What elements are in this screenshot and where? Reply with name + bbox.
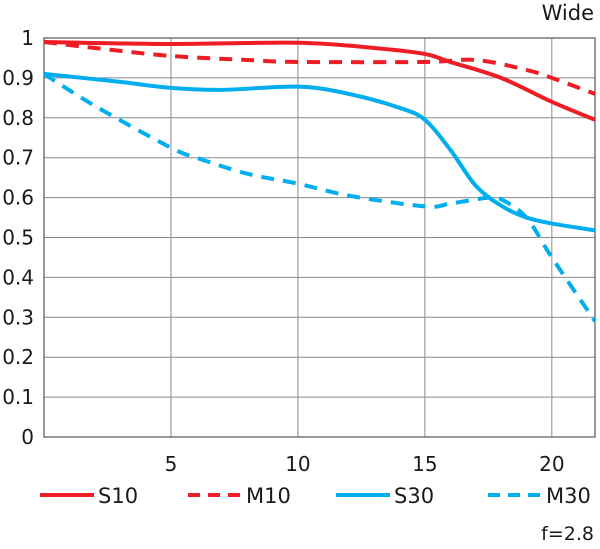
x-tick-label: 5 <box>165 452 178 476</box>
series-line-m10 <box>43 40 596 96</box>
y-tick-label: 1 <box>21 26 34 50</box>
y-tick-label: 0.3 <box>2 305 34 329</box>
y-tick-label: 0.9 <box>2 66 34 90</box>
x-tick-label: 15 <box>412 452 437 476</box>
y-tick-label: 0.8 <box>2 106 34 130</box>
legend-label-s10: S10 <box>98 484 138 508</box>
y-tick-label: 0.1 <box>2 385 34 409</box>
legend-label-m30: M30 <box>546 484 591 508</box>
x-tick-label: 20 <box>539 452 564 476</box>
y-tick-label: 0.6 <box>2 186 34 210</box>
y-tick-label: 0 <box>21 425 34 449</box>
legend-label-s30: S30 <box>394 484 434 508</box>
x-tick-label: 10 <box>285 452 310 476</box>
y-tick-label: 0.2 <box>2 345 34 369</box>
legend-label-m10: M10 <box>246 484 291 508</box>
series-line-s10 <box>43 39 596 122</box>
y-tick-label: 0.4 <box>2 265 34 289</box>
legend: S10 M10 S30 M30 <box>40 484 591 508</box>
series-lines <box>42 39 597 323</box>
y-axis-ticks: 0 0.1 0.2 0.3 0.4 0.5 0.6 0.7 0.8 0.9 1 <box>2 26 34 449</box>
x-axis-ticks: 5 10 15 20 <box>165 452 565 476</box>
grid <box>43 37 596 438</box>
series-line-m30 <box>42 72 597 323</box>
chart-title: Wide <box>542 1 594 25</box>
y-tick-label: 0.5 <box>2 226 34 250</box>
series-line-s30 <box>43 71 596 233</box>
y-tick-label: 0.7 <box>2 146 34 170</box>
plot-frame <box>43 37 596 438</box>
footnote-aperture: f=2.8 <box>541 523 594 545</box>
